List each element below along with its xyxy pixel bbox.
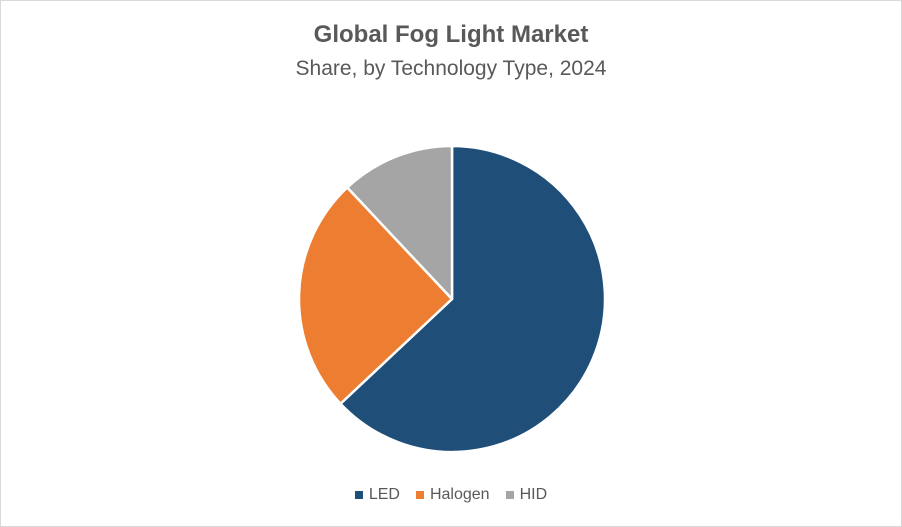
legend-label: Halogen (429, 486, 490, 503)
legend-swatch-icon (354, 491, 363, 499)
pie-slice-led (339, 144, 607, 454)
legend-label: LED (368, 486, 400, 503)
pie-slice-halogen (297, 186, 454, 405)
legend-item-halogen: Halogen (415, 486, 490, 504)
pie-slice-hid (346, 144, 454, 301)
legend-item-hid: HID (505, 486, 548, 504)
legend-item-led: LED (354, 486, 400, 504)
legend: LED Halogen HID (1, 486, 901, 504)
chart-title: Global Fog Light Market (313, 21, 589, 48)
legend-label: HID (519, 486, 548, 503)
chart-subtitle: Share, by Technology Type, 2024 (295, 57, 607, 80)
legend-swatch-icon (415, 491, 424, 499)
legend-swatch-icon (505, 491, 514, 499)
